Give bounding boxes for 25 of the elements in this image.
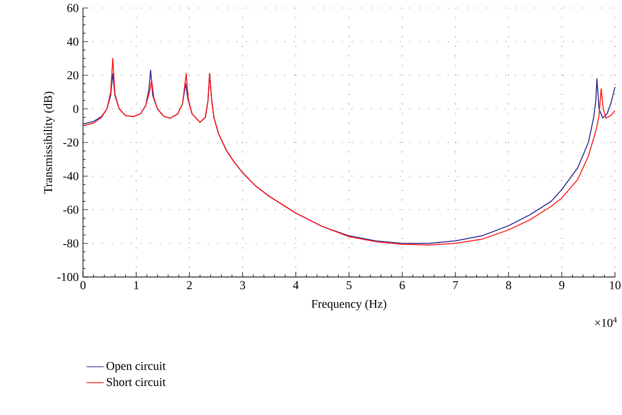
- x-tick-label: 7: [453, 281, 458, 290]
- y-tick-label: -80: [63, 239, 78, 248]
- legend-label: Short circuit: [106, 378, 166, 386]
- x-tick-label: 5: [346, 281, 352, 290]
- x-tick-label: 6: [400, 281, 405, 290]
- x-tick-label: 3: [240, 281, 246, 290]
- y-tick-label: 20: [67, 71, 78, 80]
- text: ×10$^{4}$: [595, 317, 617, 327]
- y-tick-label: 60: [67, 4, 78, 12]
- y-axis-title: Transmissibility (dB): [44, 92, 55, 194]
- x-tick-label: 0: [80, 281, 86, 290]
- x-axis-title: Frequency (Hz): [312, 299, 386, 310]
- x-tick-label: 10: [610, 281, 621, 290]
- x-tick-label: 2: [186, 281, 192, 290]
- x-tick-label: 9: [559, 281, 564, 290]
- y-tick-label: -60: [63, 206, 78, 214]
- y-tick-label: 40: [67, 38, 78, 46]
- y-tick-label: -40: [63, 172, 78, 180]
- y-tick-label: -20: [63, 138, 78, 147]
- x-tick-label: 4: [293, 281, 299, 290]
- x-tick-label: 8: [506, 281, 512, 290]
- x-tick-label: 1: [134, 281, 138, 290]
- legend-label: Open circuit: [106, 362, 166, 372]
- y-tick-label: -100: [57, 272, 78, 282]
- y-tick-label: 0: [73, 104, 78, 113]
